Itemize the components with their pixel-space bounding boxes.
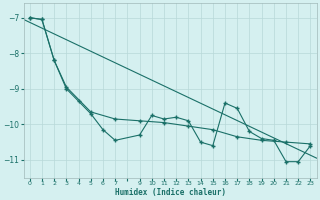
X-axis label: Humidex (Indice chaleur): Humidex (Indice chaleur) bbox=[115, 188, 226, 197]
